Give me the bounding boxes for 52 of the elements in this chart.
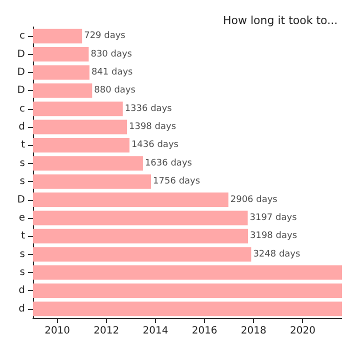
bar — [33, 65, 90, 80]
y-tick-label: t — [21, 140, 26, 151]
y-tick-label: D — [17, 85, 26, 96]
bar — [33, 302, 342, 316]
bar — [33, 210, 248, 226]
annotation: 830 days — [90, 49, 132, 60]
annotation: 2906 days — [230, 194, 278, 205]
annotation: 3248 days — [253, 249, 301, 260]
bar — [33, 83, 92, 98]
y-tick-label: e — [18, 212, 25, 224]
chart-title: How long it took to... — [223, 14, 338, 27]
y-tick-label: s — [20, 267, 25, 278]
y-tick-label: d — [18, 122, 25, 133]
x-tick-label: 2016 — [192, 326, 218, 336]
x-tick-label: 2012 — [94, 326, 120, 336]
annotation: 1436 days — [131, 140, 179, 150]
bar — [33, 228, 248, 244]
x-tick-label: 2010 — [44, 326, 70, 336]
annotation: 3197 days — [250, 212, 298, 223]
bar — [33, 156, 143, 171]
y-tick-label: s — [20, 158, 25, 169]
bar — [33, 47, 89, 62]
bar — [33, 120, 127, 134]
y-tick-label: D — [17, 66, 26, 78]
y-tick-label: c — [20, 103, 25, 114]
y-tick-label: D — [17, 194, 26, 206]
y-tick-label: s — [20, 176, 25, 188]
bar — [33, 192, 228, 208]
bar — [33, 138, 130, 152]
annotation: 729 days — [84, 31, 126, 42]
y-tick-label: c — [20, 30, 25, 42]
annotation: 1398 days — [129, 122, 176, 132]
annotation: 880 days — [94, 86, 136, 96]
y-tick-label: t — [21, 230, 26, 242]
bar — [33, 265, 342, 280]
annotation: 1336 days — [124, 104, 172, 114]
bar — [33, 283, 342, 298]
x-tick-label: 2014 — [142, 326, 168, 336]
y-tick-label: d — [18, 303, 25, 314]
annotation: 1636 days — [144, 158, 192, 168]
y-tick-label: s — [20, 248, 25, 260]
y-tick-label: D — [17, 48, 26, 60]
bar — [33, 174, 152, 189]
bar — [33, 28, 82, 44]
y-tick-label: d — [18, 285, 25, 296]
annotation: 3198 days — [250, 231, 298, 242]
annotation: 1756 days — [153, 176, 200, 187]
x-tick-label: 2020 — [290, 326, 316, 336]
x-tick-label: 2018 — [240, 326, 266, 336]
annotation: 841 days — [91, 67, 134, 78]
bar — [33, 247, 252, 262]
bar — [33, 102, 123, 116]
